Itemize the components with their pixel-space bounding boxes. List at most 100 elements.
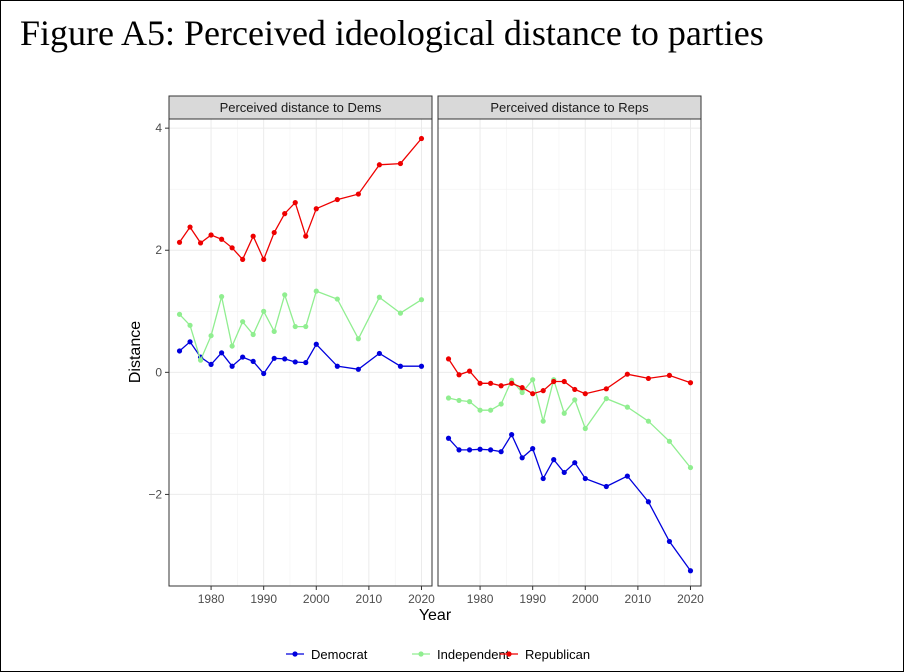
data-point (197, 240, 204, 246)
data-point (334, 296, 340, 302)
data-point (687, 380, 694, 386)
data-point (229, 363, 235, 369)
data-point (303, 233, 309, 239)
y-axis-title: Distance (127, 321, 144, 383)
data-point (498, 401, 504, 407)
data-point (551, 457, 557, 463)
data-point (313, 341, 319, 347)
data-point (488, 407, 494, 413)
y-tick-label: 4 (155, 121, 162, 135)
data-point (418, 297, 425, 303)
data-point (540, 418, 546, 424)
series-republican (445, 356, 694, 397)
data-point (603, 483, 609, 490)
series-independent (176, 288, 425, 363)
data-point (229, 343, 235, 349)
data-point (176, 311, 183, 317)
data-point (519, 455, 525, 461)
data-point (540, 388, 546, 394)
x-tick-label: 2000 (303, 592, 330, 606)
data-point (282, 356, 288, 362)
data-point (687, 568, 694, 574)
y-tick-label: 0 (155, 365, 162, 379)
data-point (208, 361, 214, 368)
data-point (488, 447, 494, 453)
x-tick-label: 2010 (356, 592, 383, 606)
data-point (187, 224, 193, 230)
data-point (456, 397, 462, 404)
data-point (355, 191, 361, 197)
data-point (292, 323, 298, 330)
data-point (551, 378, 557, 385)
data-point (445, 435, 452, 441)
data-point (313, 288, 319, 294)
data-point (261, 308, 267, 314)
data-point (456, 447, 462, 453)
data-point (176, 348, 183, 354)
data-point (519, 385, 525, 391)
data-point (292, 200, 298, 206)
data-point (397, 310, 404, 316)
data-point (477, 380, 483, 386)
data-point (313, 206, 319, 212)
data-point (666, 438, 673, 444)
data-point (666, 372, 673, 378)
panel-background (438, 119, 701, 586)
data-point (229, 245, 235, 251)
legend-label: Republican (525, 647, 590, 662)
data-point (250, 233, 256, 239)
legend: Democrat Independent Republican (286, 647, 590, 662)
data-point (561, 469, 567, 476)
data-point (561, 410, 567, 416)
data-point (376, 162, 382, 168)
data-point (477, 407, 483, 413)
data-point (530, 377, 536, 383)
data-point (645, 499, 652, 505)
data-point (456, 372, 462, 378)
data-point (334, 363, 340, 369)
data-point (624, 404, 630, 410)
data-point (240, 256, 246, 263)
data-point (582, 475, 588, 482)
data-point (509, 380, 515, 386)
data-point (219, 294, 225, 300)
data-point (582, 425, 588, 432)
data-point (645, 375, 652, 382)
series-democrat (176, 339, 425, 377)
data-point (271, 328, 277, 335)
x-tick-label: 2000 (572, 592, 599, 606)
legend-key-point (506, 651, 512, 657)
data-point (603, 386, 609, 392)
data-point (355, 366, 361, 372)
data-point (466, 447, 473, 453)
data-point (303, 323, 309, 330)
data-point (466, 368, 473, 374)
x-tick-label: 2020 (408, 592, 435, 606)
data-point (624, 473, 630, 479)
data-point (540, 475, 546, 482)
data-point (261, 370, 267, 377)
data-point (498, 449, 504, 455)
data-point (530, 446, 536, 452)
data-point (282, 211, 288, 217)
data-point (250, 331, 256, 338)
strip-label: Perceived distance to Dems (220, 100, 382, 115)
data-point (572, 397, 578, 403)
x-tick-label: 1990 (519, 592, 546, 606)
data-point (250, 358, 256, 364)
data-point (355, 336, 361, 342)
x-axis-title: Year (419, 607, 452, 624)
legend-label: Democrat (311, 647, 368, 662)
data-point (240, 319, 246, 325)
data-point (187, 322, 193, 328)
data-point (582, 391, 588, 397)
legend-key-point (292, 651, 298, 657)
data-point (176, 239, 183, 245)
data-point (418, 363, 425, 369)
data-point (666, 538, 673, 545)
data-point (445, 395, 452, 401)
x-tick-label: 1990 (250, 592, 277, 606)
data-point (397, 363, 404, 369)
data-point (282, 292, 288, 298)
